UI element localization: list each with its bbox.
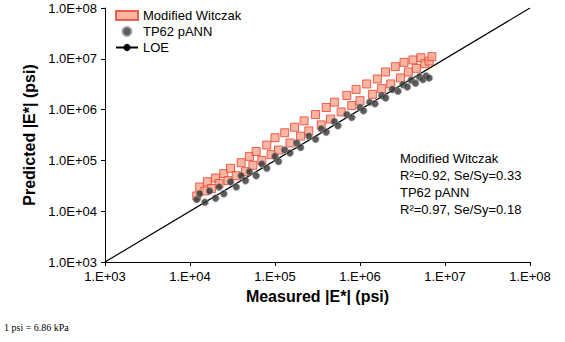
svg-text:1 psi = 6.86 kPa: 1 psi = 6.86 kPa (4, 322, 69, 333)
svg-text:1.0E+05: 1.0E+05 (48, 153, 97, 168)
svg-text:1.E+06: 1.E+06 (339, 269, 381, 284)
svg-text:Predicted |E*| (psi): Predicted |E*| (psi) (21, 64, 38, 205)
svg-text:1.0E+04: 1.0E+04 (48, 204, 97, 219)
svg-text:1.0E+08: 1.0E+08 (48, 1, 97, 16)
svg-text:1.E+08: 1.E+08 (509, 269, 551, 284)
svg-text:1.0E+03: 1.0E+03 (48, 255, 97, 270)
svg-text:TP62 pANN: TP62 pANN (400, 185, 469, 200)
svg-text:R²=0.97, Se/Sy=0.18: R²=0.97, Se/Sy=0.18 (400, 202, 521, 217)
svg-text:1.0E+07: 1.0E+07 (48, 51, 97, 66)
svg-text:1.E+07: 1.E+07 (424, 269, 466, 284)
svg-text:TP62 pANN: TP62 pANN (143, 24, 212, 39)
svg-text:Modified Witczak: Modified Witczak (400, 151, 499, 166)
svg-text:1.E+03: 1.E+03 (84, 269, 126, 284)
svg-text:Measured |E*| (psi): Measured |E*| (psi) (246, 288, 389, 305)
svg-text:1.0E+06: 1.0E+06 (48, 102, 97, 117)
svg-text:LOE: LOE (143, 40, 169, 55)
svg-text:Modified Witczak: Modified Witczak (143, 8, 242, 23)
svg-text:1.E+05: 1.E+05 (254, 269, 296, 284)
svg-text:1.E+04: 1.E+04 (169, 269, 211, 284)
svg-text:R²=0.92, Se/Sy=0.33: R²=0.92, Se/Sy=0.33 (400, 168, 521, 183)
